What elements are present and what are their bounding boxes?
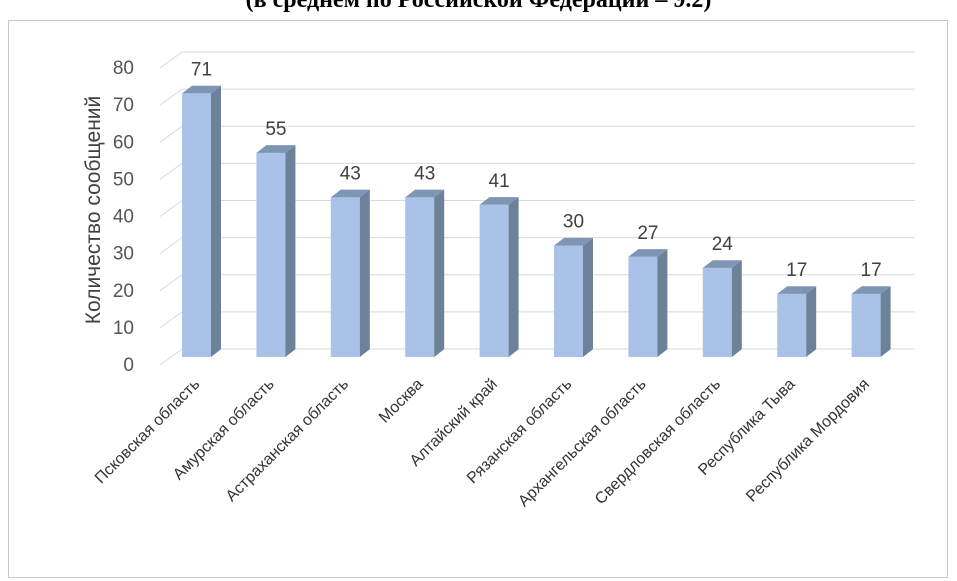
bar-front [182, 93, 211, 357]
category-label: Москва [376, 376, 427, 427]
bar-side [285, 145, 296, 357]
bar-side [211, 85, 221, 358]
gridline-depth-70 [159, 88, 183, 106]
bar-top [479, 197, 519, 205]
data-label: 17 [786, 260, 807, 281]
y-tick-label: 50 [113, 169, 134, 190]
bar-front [330, 197, 360, 357]
chart-title: (в среднем по Российской Федерации – 9.2… [245, 0, 712, 13]
chart-frame [8, 20, 948, 578]
bar-8 [702, 260, 742, 357]
bar-side [880, 286, 891, 357]
data-label: 41 [489, 171, 510, 192]
bar-top [182, 85, 221, 94]
bar-side [731, 260, 742, 357]
bar-side [434, 189, 445, 357]
gridline-depth-0 [159, 348, 183, 366]
bar-top [851, 286, 891, 294]
bar-side [583, 237, 593, 357]
data-label: 43 [340, 163, 361, 184]
category-label: Архангельская область [515, 376, 649, 510]
data-label: 27 [637, 223, 658, 244]
bar-4 [405, 189, 445, 357]
data-label: 55 [265, 119, 286, 140]
bar-front [702, 267, 732, 357]
bar-front [479, 204, 509, 357]
category-label: Свердловская область [592, 376, 724, 508]
bar-front [777, 293, 807, 357]
y-tick-label: 30 [113, 244, 134, 265]
bar-2 [256, 145, 296, 357]
bar-top [330, 189, 370, 198]
data-label: 71 [191, 59, 212, 80]
bar-10 [851, 286, 891, 357]
gridlines [159, 51, 915, 366]
gridline-depth-50 [159, 162, 183, 180]
y-tick-label: 0 [123, 355, 134, 376]
gridline-depth-10 [159, 311, 183, 329]
bar-top [554, 237, 593, 246]
y-tick-label: 40 [113, 207, 134, 228]
y-tick-label: 20 [113, 281, 134, 302]
y-tick-label: 60 [113, 132, 134, 153]
bar-6 [554, 237, 593, 357]
gridline-depth-40 [159, 200, 183, 217]
bar-top [405, 189, 445, 198]
y-axis-label: Количество сообщений [82, 96, 105, 325]
bar-3 [330, 189, 370, 357]
data-label: 17 [861, 260, 882, 281]
bar-front [256, 152, 286, 357]
bar-side [359, 189, 370, 357]
data-labels: 71 55 43 43 41 30 27 24 17 17 [191, 59, 882, 280]
bar-top [628, 249, 668, 257]
gridline-depth-30 [159, 237, 183, 255]
bar-side [657, 249, 668, 357]
bar-front [554, 245, 583, 357]
bar-front [851, 293, 881, 357]
bar-7 [628, 249, 668, 357]
bar-top [777, 286, 817, 294]
y-tick-label: 80 [113, 58, 134, 79]
bar-side [508, 197, 519, 357]
category-label: Астраханская область [223, 376, 352, 505]
data-label: 43 [414, 163, 435, 184]
data-label: 30 [563, 212, 584, 233]
bar-5 [479, 197, 519, 357]
bar-side [806, 286, 817, 357]
bar-1 [182, 85, 221, 358]
bars [182, 85, 891, 358]
category-label: Республика Мордовия [743, 376, 873, 506]
gridline-depth-60 [159, 125, 183, 143]
gridline-depth-20 [159, 274, 183, 292]
y-tick-label: 10 [113, 318, 134, 339]
data-label: 24 [712, 234, 734, 255]
y-axis-ticks: 0 10 20 30 40 50 60 70 80 [113, 58, 134, 376]
gridline-depth-80 [159, 51, 183, 69]
bar-front [405, 197, 435, 357]
bar-top [702, 260, 742, 268]
bar-top [256, 145, 296, 153]
bar-front [628, 256, 658, 357]
bar-9 [777, 286, 817, 357]
y-tick-label: 70 [113, 95, 134, 116]
